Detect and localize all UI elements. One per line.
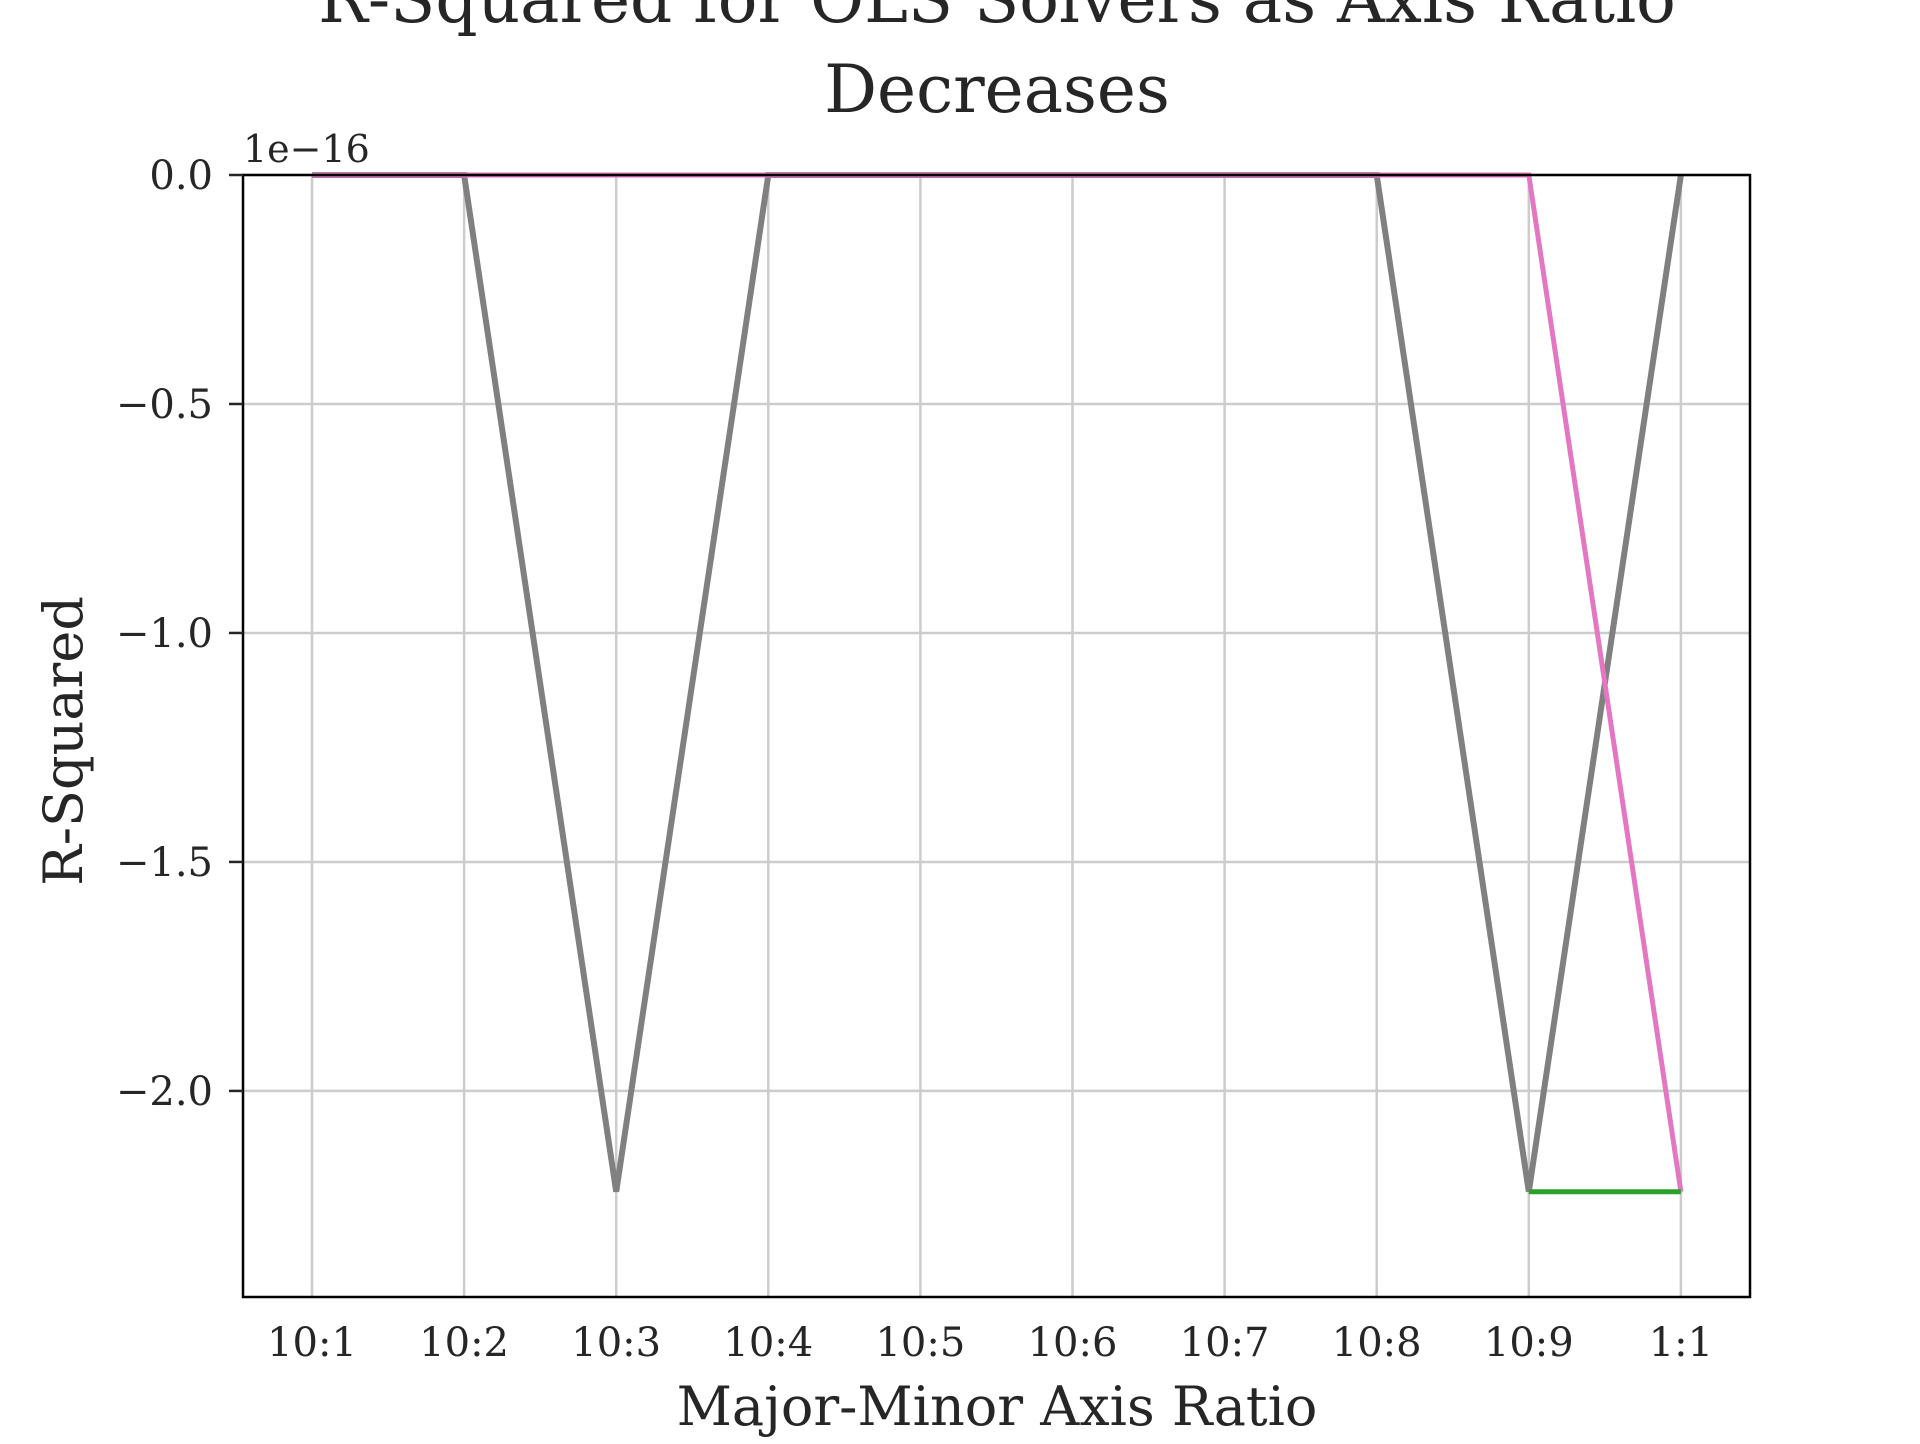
series-line-1 <box>312 172 1684 1193</box>
x-ticks: 10:1 10:2 10:3 10:4 10:5 10:6 10:7 10:8 10:9 1:1 <box>267 1320 1713 1366</box>
series-line-2 <box>312 172 1684 1193</box>
x-tick-label: 10:7 <box>1180 1320 1270 1366</box>
y-tick-label: 0.0 <box>149 153 213 199</box>
y-offset-label: 1e−16 <box>243 127 370 171</box>
chart-title-line-1: R-Squared for OLS Solvers as Axis Ratio <box>318 0 1676 38</box>
x-tick-label: 10:1 <box>267 1320 357 1366</box>
x-tick-label: 10:6 <box>1028 1320 1118 1366</box>
y-tick-label: −0.5 <box>116 382 213 428</box>
y-tick-label: −1.5 <box>116 840 213 886</box>
x-tick-label: 1:1 <box>1649 1320 1713 1366</box>
x-tick-label: 10:9 <box>1484 1320 1574 1366</box>
y-ticks: 0.0 −0.5 −1.0 −1.5 −2.0 <box>116 153 243 1115</box>
x-tick-label: 10:4 <box>723 1320 813 1366</box>
x-tick-label: 10:3 <box>571 1320 661 1366</box>
chart-title-line-2: Decreases <box>824 51 1170 128</box>
x-tick-label: 10:5 <box>875 1320 965 1366</box>
x-axis-label: Major-Minor Axis Ratio <box>677 1375 1318 1438</box>
y-axis-label: R-Squared <box>32 596 95 886</box>
grid-lines <box>243 173 1750 1297</box>
y-tick-label: −1.0 <box>116 611 213 657</box>
plot-frame <box>241 173 1752 1299</box>
x-tick-label: 10:8 <box>1332 1320 1422 1366</box>
series-lines <box>312 172 1684 1195</box>
y-tick-label: −2.0 <box>116 1069 213 1115</box>
x-tick-label: 10:2 <box>419 1320 509 1366</box>
